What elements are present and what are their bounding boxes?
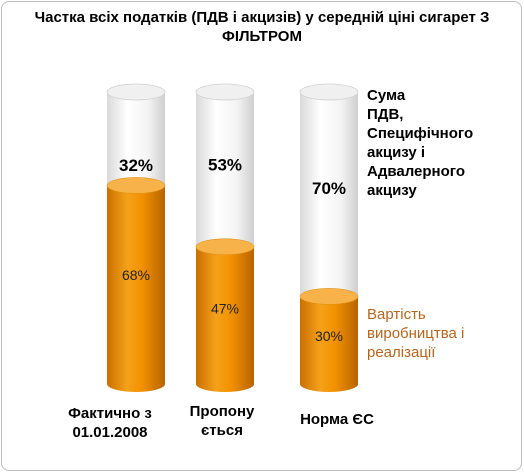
legend-production-cost: Вартість виробництва і реалізації [367, 306, 465, 361]
category-label-eu-norm: Норма ЄС [300, 411, 374, 428]
bar-segment-taxes [300, 92, 358, 305]
bar-segment-boundary [299, 288, 359, 305]
data-label-taxes: 70% [312, 179, 346, 198]
legend-taxes: Сума ПДВ, Специфічного акцизу і Адвалерн… [367, 87, 474, 199]
data-label-production-cost: 47% [211, 301, 239, 317]
data-label-production-cost: 30% [315, 328, 343, 344]
bar-segment-boundary [106, 177, 166, 194]
bar-top-cap [195, 83, 255, 101]
bar-top-cap [299, 83, 359, 101]
bar-segment-boundary [195, 238, 255, 256]
bar-segment-production-cost [196, 246, 254, 392]
data-label-taxes: 32% [119, 156, 153, 175]
category-label-proposed: Пропону ється [189, 403, 255, 439]
category-label-actual: Фактично з 01.01.2008 [68, 405, 152, 441]
bar-segment-production-cost [300, 296, 358, 392]
data-label-production-cost: 68% [122, 267, 150, 283]
bar-segment-production-cost [107, 185, 165, 392]
bar-segment-taxes [107, 92, 165, 194]
data-label-taxes: 53% [208, 156, 242, 175]
bar-segment-taxes [196, 92, 254, 255]
chart-title: Частка всіх податків (ПДВ і акцизів) у с… [34, 9, 490, 45]
bar-top-cap [106, 83, 166, 101]
